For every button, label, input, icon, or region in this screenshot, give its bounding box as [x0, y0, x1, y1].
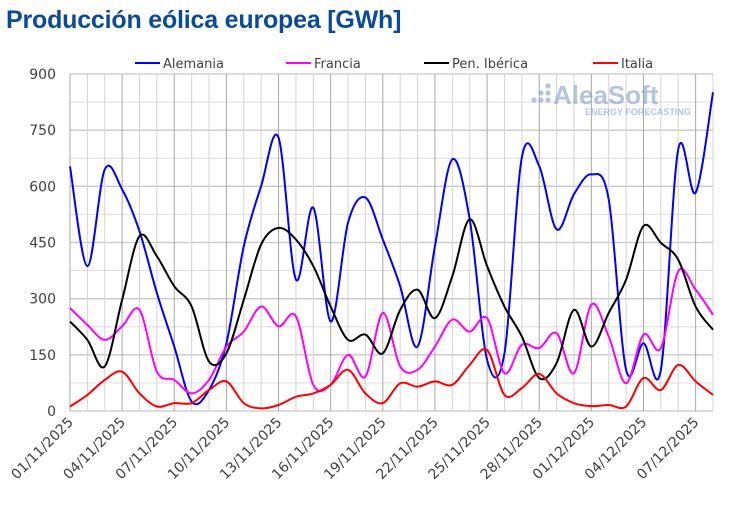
x-axis: 01/11/202504/11/202507/11/202510/11/2025…	[8, 415, 702, 483]
y-tick-label: 600	[29, 179, 56, 195]
legend-item: Pen. Ibérica	[424, 57, 528, 72]
legend-label: Italia	[621, 57, 653, 72]
y-tick-label: 300	[29, 292, 56, 308]
series-lines	[69, 92, 714, 410]
series-line-francia	[69, 268, 714, 395]
y-tick-label: 0	[47, 404, 56, 420]
legend-item: Francia	[286, 57, 361, 72]
svg-text:AleaSoft: AleaSoft	[553, 80, 659, 110]
series-line-alemania	[69, 92, 714, 406]
svg-text:ENERGY FORECASTING: ENERGY FORECASTING	[585, 107, 691, 117]
y-tick-label: 150	[29, 348, 56, 364]
legend-label: Pen. Ibérica	[452, 57, 528, 72]
legend-label: Alemania	[163, 57, 224, 72]
y-tick-label: 450	[29, 236, 56, 252]
series-line-italia	[69, 347, 714, 410]
y-tick-label: 750	[29, 123, 56, 139]
legend-item: Alemania	[135, 57, 224, 72]
legend: Alemania Francia Pen. Ibérica Italia	[135, 57, 653, 72]
legend-item: Italia	[593, 57, 653, 72]
chart-title: Producción eólica europea [GWh]	[6, 6, 402, 34]
legend-label: Francia	[314, 57, 361, 72]
y-axis: 0 150 300 450 600 750 900	[29, 67, 56, 420]
series-line-pen-ib-rica	[69, 218, 714, 381]
y-tick-label: 900	[29, 67, 56, 83]
aleasoft-logo: AleaSoft ENERGY FORECASTING	[531, 80, 691, 117]
